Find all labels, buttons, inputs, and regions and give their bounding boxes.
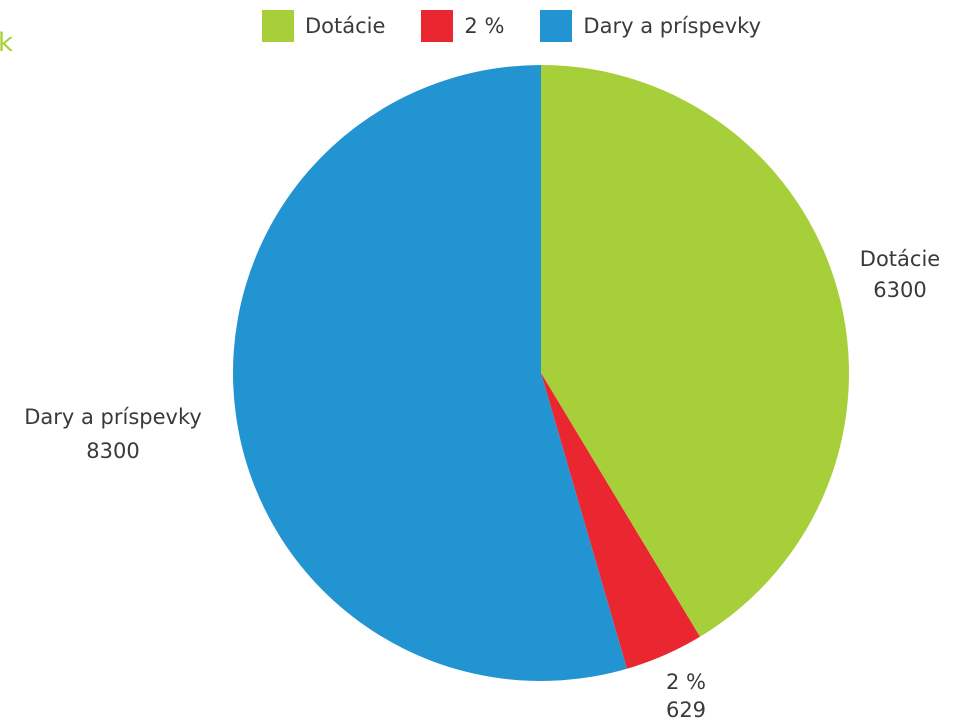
pie-slice-2-percent [541,373,700,669]
data-label-2-percent-name: 2 % [666,670,706,694]
legend-item-dotacie: Dotácie [262,10,385,42]
partial-title-glyph: k [0,28,14,58]
legend-swatch-dary [540,10,573,42]
data-label-2-percent-value: 629 [666,698,706,721]
legend-swatch-2-percent [421,10,454,42]
pie-slice-dotacie [541,65,849,637]
legend-item-dary: Dary a príspevky [540,10,761,42]
chart-legend: Dotácie 2 % Dary a príspevky [262,10,761,42]
legend-item-2-percent: 2 % [421,10,504,42]
legend-swatch-dotacie [262,10,294,42]
data-label-dotacie-name: Dotácie [860,247,940,271]
pie-data-labels: Dotácie 6300 2 % 629 Dary a príspevky 83… [24,247,940,721]
legend-label-dary: Dary a príspevky [583,14,761,38]
legend-label-dotacie: Dotácie [305,14,386,38]
pie-slices [232,65,849,682]
data-label-dary-name: Dary a príspevky [24,405,202,429]
legend-label-2-percent: 2 % [464,14,505,38]
data-label-dary-value: 8300 [86,439,139,463]
data-label-dotacie-value: 6300 [873,278,926,302]
pie-slice-dary [232,65,627,682]
